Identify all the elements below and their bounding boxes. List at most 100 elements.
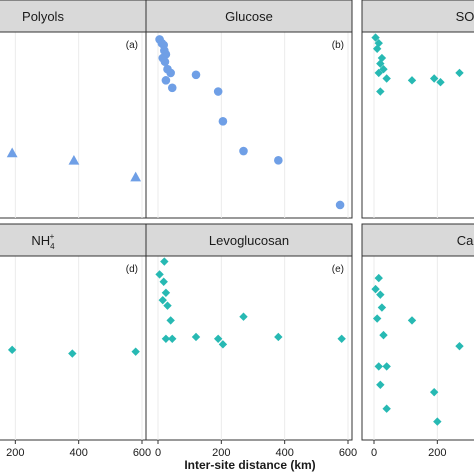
data-points (371, 33, 464, 96)
x-tick-label: 0 (155, 447, 161, 459)
data-point (371, 33, 380, 42)
panel-title: Ca (457, 233, 474, 248)
x-tick-label: 0 (371, 447, 377, 459)
data-point (376, 290, 385, 299)
data-point (131, 347, 140, 356)
strip (361, 223, 474, 257)
data-point (374, 362, 383, 371)
data-point (455, 341, 464, 351)
data-point (407, 316, 417, 325)
plot-area (361, 31, 474, 219)
strip (0, 0, 147, 33)
data-point (160, 257, 169, 266)
data-point (433, 417, 442, 426)
panel-label: (e) (332, 264, 344, 275)
panel-label: (b) (332, 40, 344, 51)
data-point (455, 68, 464, 78)
data-point (407, 76, 417, 85)
data-points (155, 35, 345, 210)
panel-6: Ca (361, 223, 474, 441)
plot-area (361, 255, 474, 441)
panel-1: Polyols (a) (0, 0, 147, 219)
data-point (371, 284, 380, 294)
data-point (68, 349, 77, 358)
x-tick-label: 200 (212, 447, 230, 459)
data-point (161, 288, 171, 297)
data-point (159, 277, 168, 286)
data-point (191, 70, 201, 80)
data-point (167, 83, 177, 93)
data-point (376, 59, 385, 68)
data-point (160, 57, 170, 67)
data-point (379, 65, 388, 74)
x-tick-label: 600 (339, 447, 357, 459)
data-point (166, 316, 175, 325)
plot-area (0, 255, 147, 441)
data-point (377, 303, 387, 312)
strip (145, 0, 353, 33)
data-point (436, 78, 445, 87)
panel-4: NH4+ (d) (0, 223, 147, 441)
data-point (213, 334, 223, 343)
data-point (161, 76, 171, 85)
panel-title: NH4+ (31, 232, 55, 251)
data-point (382, 362, 391, 371)
data-point (382, 74, 391, 83)
data-point (239, 146, 248, 156)
data-point (429, 387, 439, 397)
data-points (6, 147, 142, 182)
data-point (191, 332, 201, 342)
data-point (374, 68, 383, 78)
panel-label: (a) (126, 40, 138, 51)
panel-title: Glucose (225, 9, 273, 24)
x-tick-label: 400 (275, 447, 293, 459)
panel-title-superscript: + (50, 232, 55, 241)
data-point (218, 116, 228, 126)
plot-area (0, 31, 147, 219)
data-point (274, 156, 283, 165)
x-tick-label: 400 (69, 447, 87, 459)
data-point (274, 332, 283, 342)
panel-5: Levoglucosan (e) (145, 223, 353, 441)
data-point (218, 340, 228, 349)
data-points (155, 257, 346, 349)
data-point (7, 345, 17, 355)
strip (361, 0, 474, 33)
panel-label: (d) (126, 264, 138, 275)
data-point (379, 330, 388, 340)
data-point (168, 334, 177, 343)
x-tick-label: 200 (428, 447, 446, 459)
data-point (376, 380, 385, 389)
data-point (372, 44, 382, 53)
data-point (429, 74, 439, 83)
panels-layer: Polyols (a) Glucose (b) SO NH4+ (d) Levoglucosa… (0, 0, 474, 441)
data-point (213, 87, 223, 96)
x-tick-label: 600 (133, 447, 151, 459)
data-point (6, 147, 18, 158)
data-points (371, 273, 464, 426)
data-point (158, 295, 167, 305)
panel-title: Levoglucosan (209, 233, 289, 248)
panel-title-subscript: 4 (50, 242, 55, 251)
data-point (239, 312, 248, 321)
data-point (372, 314, 382, 323)
data-point (374, 38, 383, 48)
data-point (163, 301, 172, 310)
panel-title: SO (456, 9, 474, 24)
data-point (382, 404, 391, 413)
data-point (335, 200, 345, 210)
x-axis-title: Inter-site distance (km) (184, 458, 315, 472)
data-point (374, 273, 383, 283)
data-point (376, 87, 385, 96)
panel-title: Polyols (22, 9, 64, 24)
x-axis: 200 400 600 0 200 400 600 0 200 (6, 440, 447, 459)
data-point (155, 270, 164, 279)
panel-2: Glucose (b) (145, 0, 353, 219)
data-point (68, 154, 80, 165)
data-point (337, 334, 346, 343)
data-point (130, 171, 142, 182)
strip (0, 223, 147, 257)
x-tick-label: 200 (6, 447, 24, 459)
plot-area (145, 255, 353, 441)
